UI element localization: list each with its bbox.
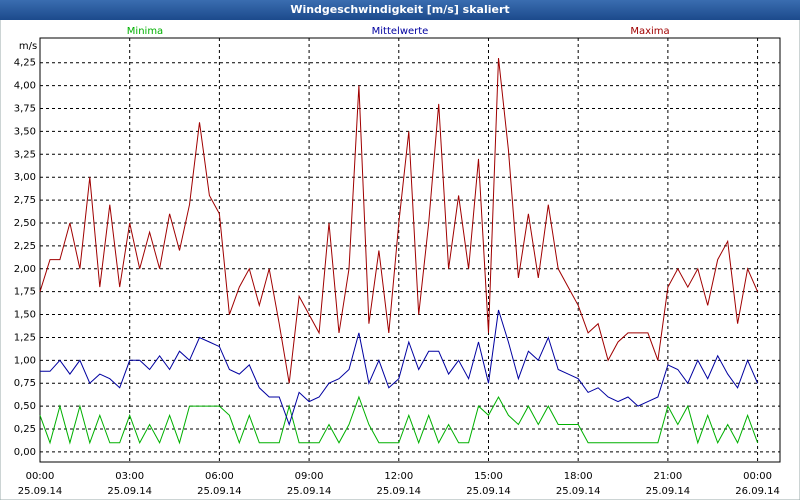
y-tick-label: 2,00 [14,264,36,275]
y-axis-unit: m/s [19,41,37,52]
x-tick-label: 12:00 [384,471,413,482]
y-tick-label: 1,50 [14,310,36,321]
x-tick-date: 25.09.14 [18,486,63,497]
x-tick-date: 25.09.14 [287,486,332,497]
y-tick-label: 3,50 [14,126,36,137]
y-tick-label: 0,50 [14,401,36,412]
y-tick-label: 4,25 [14,58,36,69]
x-tick-date: 25.09.14 [197,486,242,497]
chart-title: Windgeschwindigkeit [m/s] skaliert [290,3,509,16]
series-line [39,58,759,384]
y-tick-label: 0,25 [14,424,36,435]
x-tick-label: 00:00 [26,471,55,482]
x-tick-date: 25.09.14 [377,486,422,497]
y-tick-label: 3,75 [14,104,36,115]
x-tick-label: 18:00 [564,471,593,482]
x-tick-date: 25.09.14 [107,486,152,497]
x-tick-date: 25.09.14 [466,486,511,497]
y-tick-label: 3,00 [14,172,36,183]
x-tick-label: 06:00 [205,471,234,482]
y-tick-label: 4,00 [14,81,36,92]
x-tick-label: 03:00 [115,471,144,482]
y-tick-label: 0,00 [14,447,36,458]
y-tick-label: 2,50 [14,218,36,229]
y-tick-label: 0,75 [14,378,36,389]
series-line [39,395,759,445]
x-tick-date: 25.09.14 [646,486,691,497]
legend-label: Mittelwerte [372,26,429,37]
x-tick-label: 09:00 [295,471,324,482]
y-tick-label: 2,25 [14,241,36,252]
plot-area [39,37,781,463]
x-tick-label: 15:00 [474,471,503,482]
y-tick-label: 3,25 [14,149,36,160]
x-tick-date: 26.09.14 [735,486,780,497]
x-tick-label: 21:00 [653,471,682,482]
y-tick-label: 1,75 [14,287,36,298]
y-tick-label: 2,75 [14,195,36,206]
legend-label: Minima [127,26,163,37]
series-line [40,309,759,427]
x-tick-date: 25.09.14 [556,486,601,497]
y-tick-label: 1,25 [14,332,36,343]
legend-label: Maxima [630,26,669,37]
title-bar [0,0,800,20]
y-tick-label: 1,00 [14,355,36,366]
x-tick-label: 00:00 [743,471,772,482]
